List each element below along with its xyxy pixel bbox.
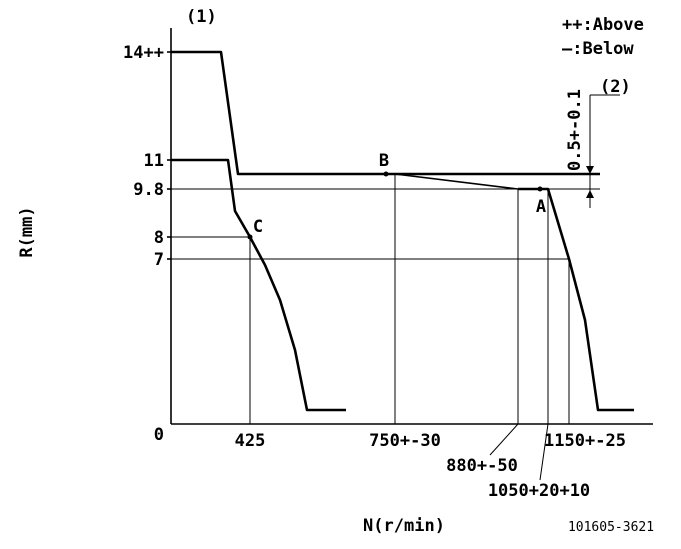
y-label-7: 7 xyxy=(154,250,164,270)
curve-b-to-a xyxy=(394,173,519,190)
doc-number: 101605-3621 xyxy=(568,520,654,535)
point-c xyxy=(247,234,253,240)
y-label-9-8: 9.8 xyxy=(133,180,164,200)
x-axis-title: N(r/min) xyxy=(363,516,445,536)
x-label-1050: 1050+20+10 xyxy=(488,481,590,501)
y-axis-title: R(mm) xyxy=(17,206,37,257)
leader-1050 xyxy=(539,423,549,481)
point-c-label: C xyxy=(253,217,263,237)
y-label-0: 0 xyxy=(154,425,164,445)
legend-above: ++:Above xyxy=(562,15,644,35)
arrow-down-icon xyxy=(586,166,594,174)
point-b xyxy=(383,171,389,177)
curve-below-left xyxy=(171,158,346,412)
point-a xyxy=(537,186,543,192)
legend-below: —:Below xyxy=(562,39,634,59)
x-label-880: 880+-50 xyxy=(446,456,518,476)
x-label-750: 750+-30 xyxy=(369,431,441,451)
y-label-11: 11 xyxy=(144,151,164,171)
marker-2: (2) xyxy=(600,77,631,97)
leader-880 xyxy=(489,423,519,456)
point-a-label: A xyxy=(536,197,546,217)
curve-above xyxy=(171,50,600,176)
marker-1: (1) xyxy=(186,7,217,27)
x-label-425: 425 xyxy=(235,431,266,451)
x-label-1150: 1150+-25 xyxy=(544,431,626,451)
point-b-label: B xyxy=(379,151,389,171)
y-label-8: 8 xyxy=(154,228,164,248)
curve-below-right xyxy=(518,187,634,412)
arrow-up-icon xyxy=(586,190,594,198)
y-label-14: 14++ xyxy=(123,43,164,63)
tolerance-note: 0.5+-0.1 xyxy=(565,89,585,171)
